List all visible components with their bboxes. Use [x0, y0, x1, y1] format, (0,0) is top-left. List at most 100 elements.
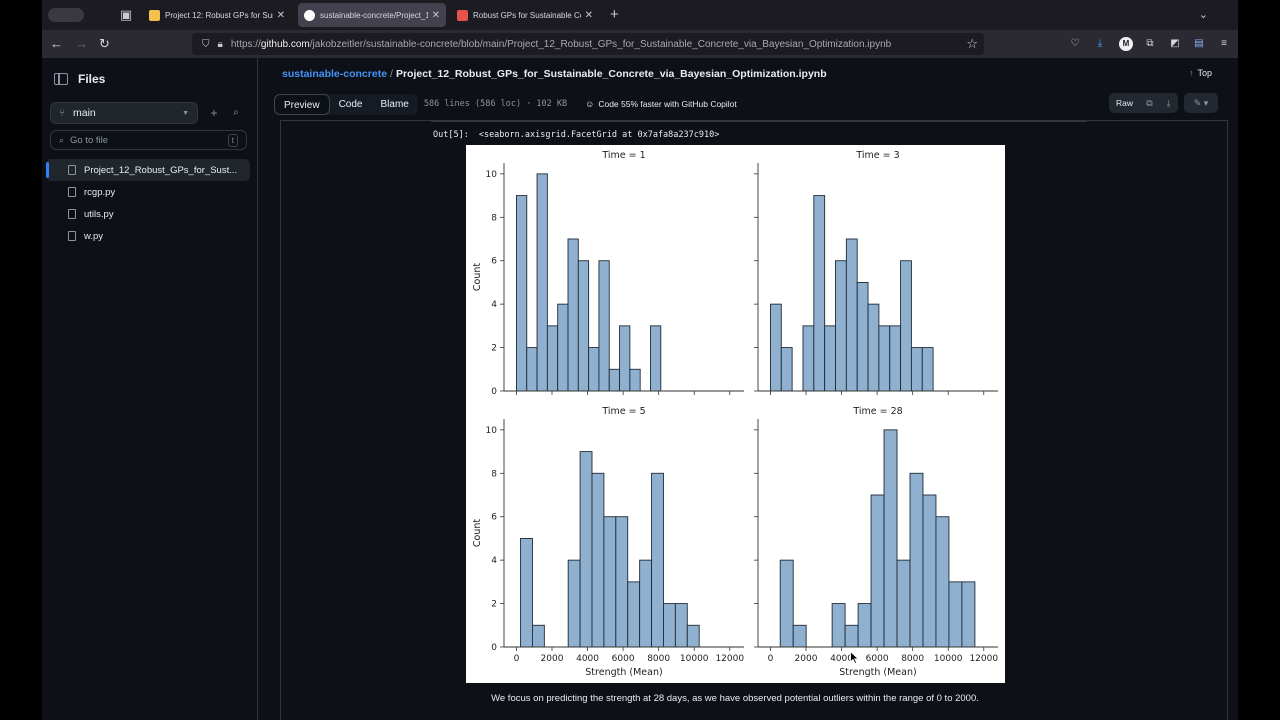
histogram-bar	[591, 472, 605, 648]
tab-code[interactable]: Code	[338, 98, 363, 110]
tab-preview[interactable]: Preview	[274, 93, 330, 115]
histogram-bar	[531, 624, 545, 648]
histogram-bar	[780, 347, 793, 392]
file-item-rcgp[interactable]: rcgp.py	[46, 181, 250, 203]
top-button[interactable]: ↑ Top	[1188, 68, 1212, 78]
search-icon[interactable]: ⌕	[233, 107, 239, 118]
close-tab-icon[interactable]: ✕	[276, 9, 285, 21]
file-item-utils[interactable]: utils.py	[46, 203, 250, 225]
go-to-file-input[interactable]: ⌕ Go to file t	[50, 130, 247, 150]
branch-name: main	[73, 107, 96, 119]
y-tick-label: 0	[491, 387, 497, 397]
repo-link[interactable]: sustainable-concrete	[282, 68, 388, 80]
search-icon: ⌕	[59, 134, 65, 145]
edit-pencil-icon[interactable]: ✎ ▾	[1184, 93, 1218, 113]
sidebar-collapse-icon[interactable]	[54, 73, 68, 85]
out-label: Out[5]:	[433, 130, 469, 140]
reader-icon[interactable]: ▤	[1194, 38, 1204, 49]
histogram-bar	[792, 624, 807, 648]
file-icon	[68, 231, 76, 241]
histogram-facetgrid: Time = 1 0 2 4 6 8 10 Count Time = 3 Time = 5 0 2 4 6…	[472, 150, 998, 678]
tab-blame[interactable]: Blame	[380, 98, 409, 110]
histogram-bar	[629, 368, 641, 392]
lock-icon[interactable]: 🔒︎	[217, 38, 223, 50]
y-axis-label: Count	[472, 263, 483, 291]
file-actions: Raw ⧉ ⤓ ✎ ▾	[1108, 93, 1218, 113]
markdown-caption: We focus on predicting the strength at 2…	[491, 693, 979, 704]
arrow-up-icon: ↑	[1188, 68, 1194, 78]
tab-github-notebook[interactable]: sustainable-concrete/Project_12 ✕	[298, 3, 446, 27]
file-name: Project_12_Robust_GPs_for_Sustainable_Co…	[395, 68, 827, 80]
close-tab-icon[interactable]: ✕	[431, 9, 440, 21]
extensions-icon[interactable]: ⧉	[1146, 38, 1154, 49]
histogram-bar	[948, 581, 963, 648]
x-tick-label: 4000	[576, 654, 599, 664]
histogram-bar	[627, 581, 641, 648]
files-title: Files	[78, 72, 106, 86]
navigation-bar: ← → ↻ ⛉ 🔒︎ https://github.com/jakobzeitl…	[42, 30, 1238, 58]
download-icon[interactable]: ⤓	[1159, 93, 1178, 113]
histogram-bar	[769, 303, 782, 392]
shortcut-hint: t	[227, 133, 238, 147]
histogram-bar	[515, 195, 528, 392]
bookmark-star-icon[interactable]: ☆	[966, 36, 978, 51]
window-controls[interactable]	[48, 8, 84, 22]
new-tab-icon[interactable]: +	[610, 6, 619, 23]
y-tick-label: 6	[491, 513, 497, 523]
screenshot-icon[interactable]: ◩	[1170, 38, 1180, 49]
histogram-bar	[520, 537, 533, 648]
x-tick-label: 4000	[830, 654, 853, 664]
histogram-bar	[870, 494, 885, 648]
breadcrumb: sustainable-concrete / Project_12_Robust_G…	[282, 68, 827, 80]
histogram-bar	[835, 260, 847, 392]
menu-icon[interactable]: ≡	[1221, 38, 1227, 49]
tab-overview-icon[interactable]: ▣	[119, 7, 133, 22]
mouse-cursor-icon	[850, 651, 859, 664]
raw-button[interactable]: Raw	[1108, 93, 1140, 113]
tracking-shield-icon[interactable]: ⛉	[202, 38, 210, 50]
histogram-bar	[663, 603, 676, 648]
histogram-bar	[845, 238, 858, 392]
branch-selector[interactable]: ⑂ main ▼	[50, 102, 198, 124]
copilot-promo[interactable]: ☺ Code 55% faster with GitHub Copilot	[585, 99, 737, 109]
file-toolbar: Preview Code Blame 586 lines (586 loc) ·…	[274, 93, 1224, 115]
file-item-w[interactable]: w.py	[46, 225, 250, 247]
histogram-bar	[603, 516, 617, 648]
downloads-icon[interactable]: ⤓	[1097, 38, 1103, 49]
histogram-bar	[557, 303, 569, 392]
file-icon	[68, 165, 76, 175]
histogram-bar	[639, 559, 653, 648]
copy-icon[interactable]: ⧉	[1140, 93, 1159, 113]
file-icon	[68, 209, 76, 219]
y-tick-label: 0	[491, 643, 497, 653]
x-tick-label: 8000	[901, 654, 924, 664]
notebook-viewer: Out[5]: <seaborn.axisgrid.FacetGrid at 0x…	[280, 120, 1228, 720]
git-branch-icon: ⑂	[59, 107, 65, 119]
histogram-bar	[650, 325, 662, 392]
pocket-icon[interactable]: ♡	[1070, 38, 1080, 49]
url-text[interactable]: https://github.com/jakobzeitler/sustaina…	[230, 38, 892, 50]
tab-project-slides[interactable]: Project 12: Robust GPs for Sust ✕	[143, 3, 291, 27]
histogram-bar	[526, 347, 538, 392]
x-tick-label: 6000	[866, 654, 889, 664]
reload-icon[interactable]: ↻	[99, 36, 110, 51]
histogram-bar	[831, 603, 846, 648]
profile-avatar[interactable]: M	[1119, 37, 1133, 51]
add-file-icon[interactable]: +	[210, 106, 218, 120]
close-tab-icon[interactable]: ✕	[584, 9, 593, 21]
browser-window: ▣ Project 12: Robust GPs for Sust ✕ sust…	[42, 0, 1238, 720]
histogram-bar	[844, 624, 859, 648]
histogram-bar	[921, 347, 934, 392]
forward-icon[interactable]: →	[75, 36, 88, 51]
file-item-notebook[interactable]: Project_12_Robust_GPs_for_Sust...	[46, 159, 250, 181]
y-tick-label: 8	[491, 469, 497, 479]
histogram-bar	[536, 173, 548, 392]
x-axis-label: Strength (Mean)	[839, 667, 916, 678]
histogram-bar	[802, 325, 815, 392]
url-bar[interactable]: ⛉ 🔒︎ https://github.com/jakobzeitler/sus…	[192, 33, 984, 55]
list-all-tabs-icon[interactable]: ⌄	[1198, 9, 1208, 21]
histogram-bar	[546, 325, 559, 392]
panel-title: Time = 1	[601, 150, 645, 161]
tab-robust-gps[interactable]: Robust GPs for Sustainable Con ✕	[451, 3, 599, 27]
back-icon[interactable]: ←	[50, 36, 63, 51]
